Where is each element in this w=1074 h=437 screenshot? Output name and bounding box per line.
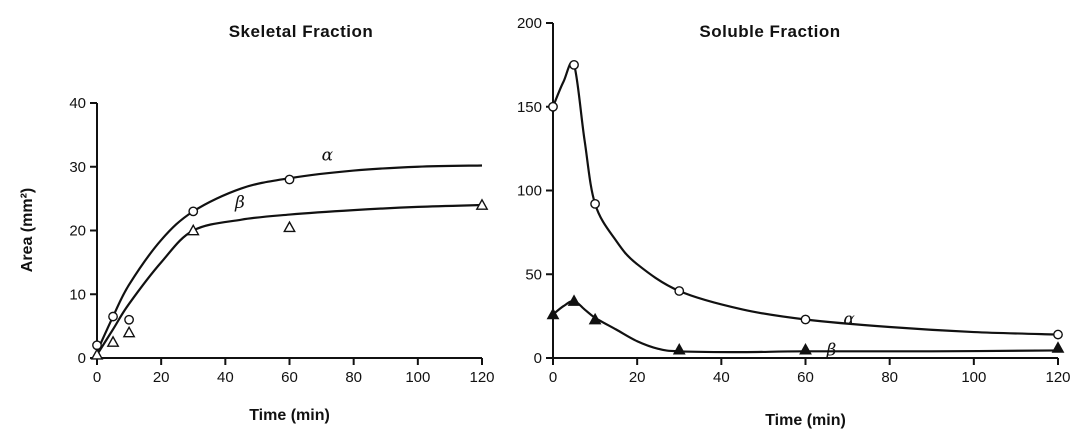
- data-point-triangle: [106, 335, 120, 347]
- x-tick-label: 80: [881, 369, 898, 386]
- soluble-fraction-chart: Soluble Fraction Time (min) 050100150200…: [517, 15, 1071, 429]
- x-tick-label: 80: [345, 369, 362, 386]
- series-label-alpha: α: [843, 310, 855, 330]
- data-point-circle: [108, 311, 118, 322]
- y-tick-label: 40: [69, 95, 86, 112]
- data-point-triangle: [475, 198, 489, 210]
- data-point-triangle: [1051, 341, 1065, 353]
- data-point-circle: [674, 286, 685, 296]
- data-point-circle: [569, 59, 579, 70]
- x-axis-label: Time (min): [249, 407, 330, 424]
- series-line-alpha: [551, 61, 1059, 336]
- series-label-alpha: α: [322, 145, 334, 165]
- x-tick-label: 40: [713, 369, 730, 386]
- data-point-triangle: [90, 348, 104, 360]
- y-tick-label: 150: [517, 99, 542, 116]
- data-point-circle: [548, 101, 558, 112]
- y-tick-label: 50: [525, 266, 542, 283]
- data-point-circle: [1053, 329, 1063, 340]
- x-tick-label: 120: [469, 369, 494, 386]
- chart-title: Skeletal Fraction: [229, 22, 374, 41]
- y-tick-label: 10: [69, 286, 86, 303]
- data-point-circle: [124, 314, 134, 325]
- data-point-triangle: [283, 220, 296, 233]
- y-tick-label: 100: [517, 183, 542, 200]
- x-axis-label: Time (min): [765, 412, 846, 429]
- series-line-alpha: [95, 164, 483, 353]
- data-point-circle: [800, 314, 811, 325]
- data-point-triangle: [122, 325, 136, 338]
- x-tick-label: 20: [153, 369, 170, 386]
- x-tick-label: 120: [1045, 369, 1070, 386]
- x-tick-label: 60: [797, 369, 814, 386]
- data-point-circle: [590, 198, 600, 209]
- x-tick-label: 100: [405, 369, 430, 386]
- y-tick-label: 0: [534, 350, 542, 367]
- x-tick-label: 60: [281, 369, 298, 386]
- x-tick-label: 0: [93, 369, 101, 386]
- x-tick-label: 40: [217, 369, 234, 386]
- series-line-beta: [96, 203, 483, 356]
- y-tick-label: 200: [517, 15, 542, 32]
- y-tick-label: 30: [69, 159, 86, 176]
- y-axis-label: Area (mm²): [19, 188, 36, 272]
- series-label-beta: β: [234, 193, 245, 213]
- data-point-circle: [188, 206, 199, 217]
- data-point-triangle: [672, 342, 686, 355]
- data-point-circle: [284, 174, 295, 185]
- series-label-beta: β: [826, 340, 837, 360]
- y-tick-label: 0: [78, 350, 86, 367]
- skeletal-fraction-chart: Skeletal Fraction Time (min) Area (mm²) …: [19, 22, 495, 424]
- chart-title: Soluble Fraction: [699, 22, 840, 41]
- x-tick-label: 20: [629, 369, 646, 386]
- data-point-triangle: [588, 312, 602, 325]
- data-point-triangle: [186, 223, 200, 236]
- y-tick-label: 20: [69, 223, 86, 240]
- x-tick-label: 0: [549, 369, 557, 386]
- data-point-triangle: [546, 307, 560, 320]
- data-point-triangle: [799, 342, 812, 355]
- x-tick-label: 100: [961, 369, 986, 386]
- data-point-triangle: [567, 294, 581, 306]
